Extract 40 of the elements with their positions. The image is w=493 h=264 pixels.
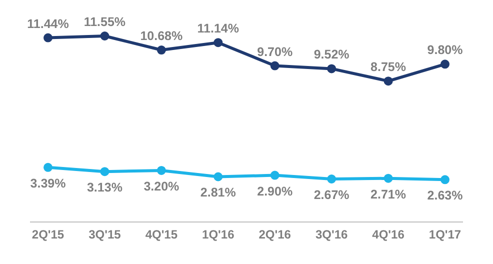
data-label: 9.70%	[257, 44, 293, 59]
point	[440, 60, 450, 69]
point	[44, 33, 52, 42]
point	[384, 174, 393, 183]
data-label: 2.81%	[200, 186, 236, 200]
data-label: 2.67%	[314, 188, 350, 202]
data-label: 9.80%	[427, 43, 463, 58]
point	[100, 167, 110, 176]
data-label: 8.75%	[370, 60, 406, 74]
point	[270, 170, 280, 180]
data-label: 2.90%	[257, 184, 293, 198]
point	[384, 76, 393, 86]
x-tick-label: 3Q'15	[88, 228, 122, 242]
data-label: 2.63%	[427, 188, 463, 203]
data-label: 3.39%	[30, 176, 66, 190]
x-tick-label: 4Q'15	[145, 228, 178, 242]
x-tick-label: 3Q'16	[315, 228, 348, 242]
point	[156, 46, 166, 55]
x-tick-label: 1Q'16	[202, 228, 235, 242]
point	[44, 162, 52, 172]
data-label: 11.14%	[197, 22, 239, 36]
data-label: 3.20%	[144, 179, 180, 194]
point	[156, 166, 166, 175]
point	[214, 172, 223, 182]
x-tick-label: 2Q'15	[32, 228, 64, 242]
x-tick-label: 2Q'16	[258, 228, 292, 242]
data-label: 10.68%	[140, 29, 183, 44]
point	[214, 38, 223, 48]
point	[440, 175, 450, 184]
data-label: 9.52%	[314, 48, 350, 62]
data-label: 11.44%	[27, 16, 69, 31]
point	[270, 61, 280, 70]
data-label: 2.71%	[370, 187, 406, 202]
point	[100, 32, 110, 40]
point	[327, 174, 336, 184]
point	[327, 64, 336, 74]
data-label: 11.55%	[84, 15, 126, 29]
x-tick-label: 1Q'17	[428, 228, 462, 242]
x-tick-label: 4Q'16	[372, 228, 405, 242]
data-label: 3.13%	[86, 180, 122, 195]
